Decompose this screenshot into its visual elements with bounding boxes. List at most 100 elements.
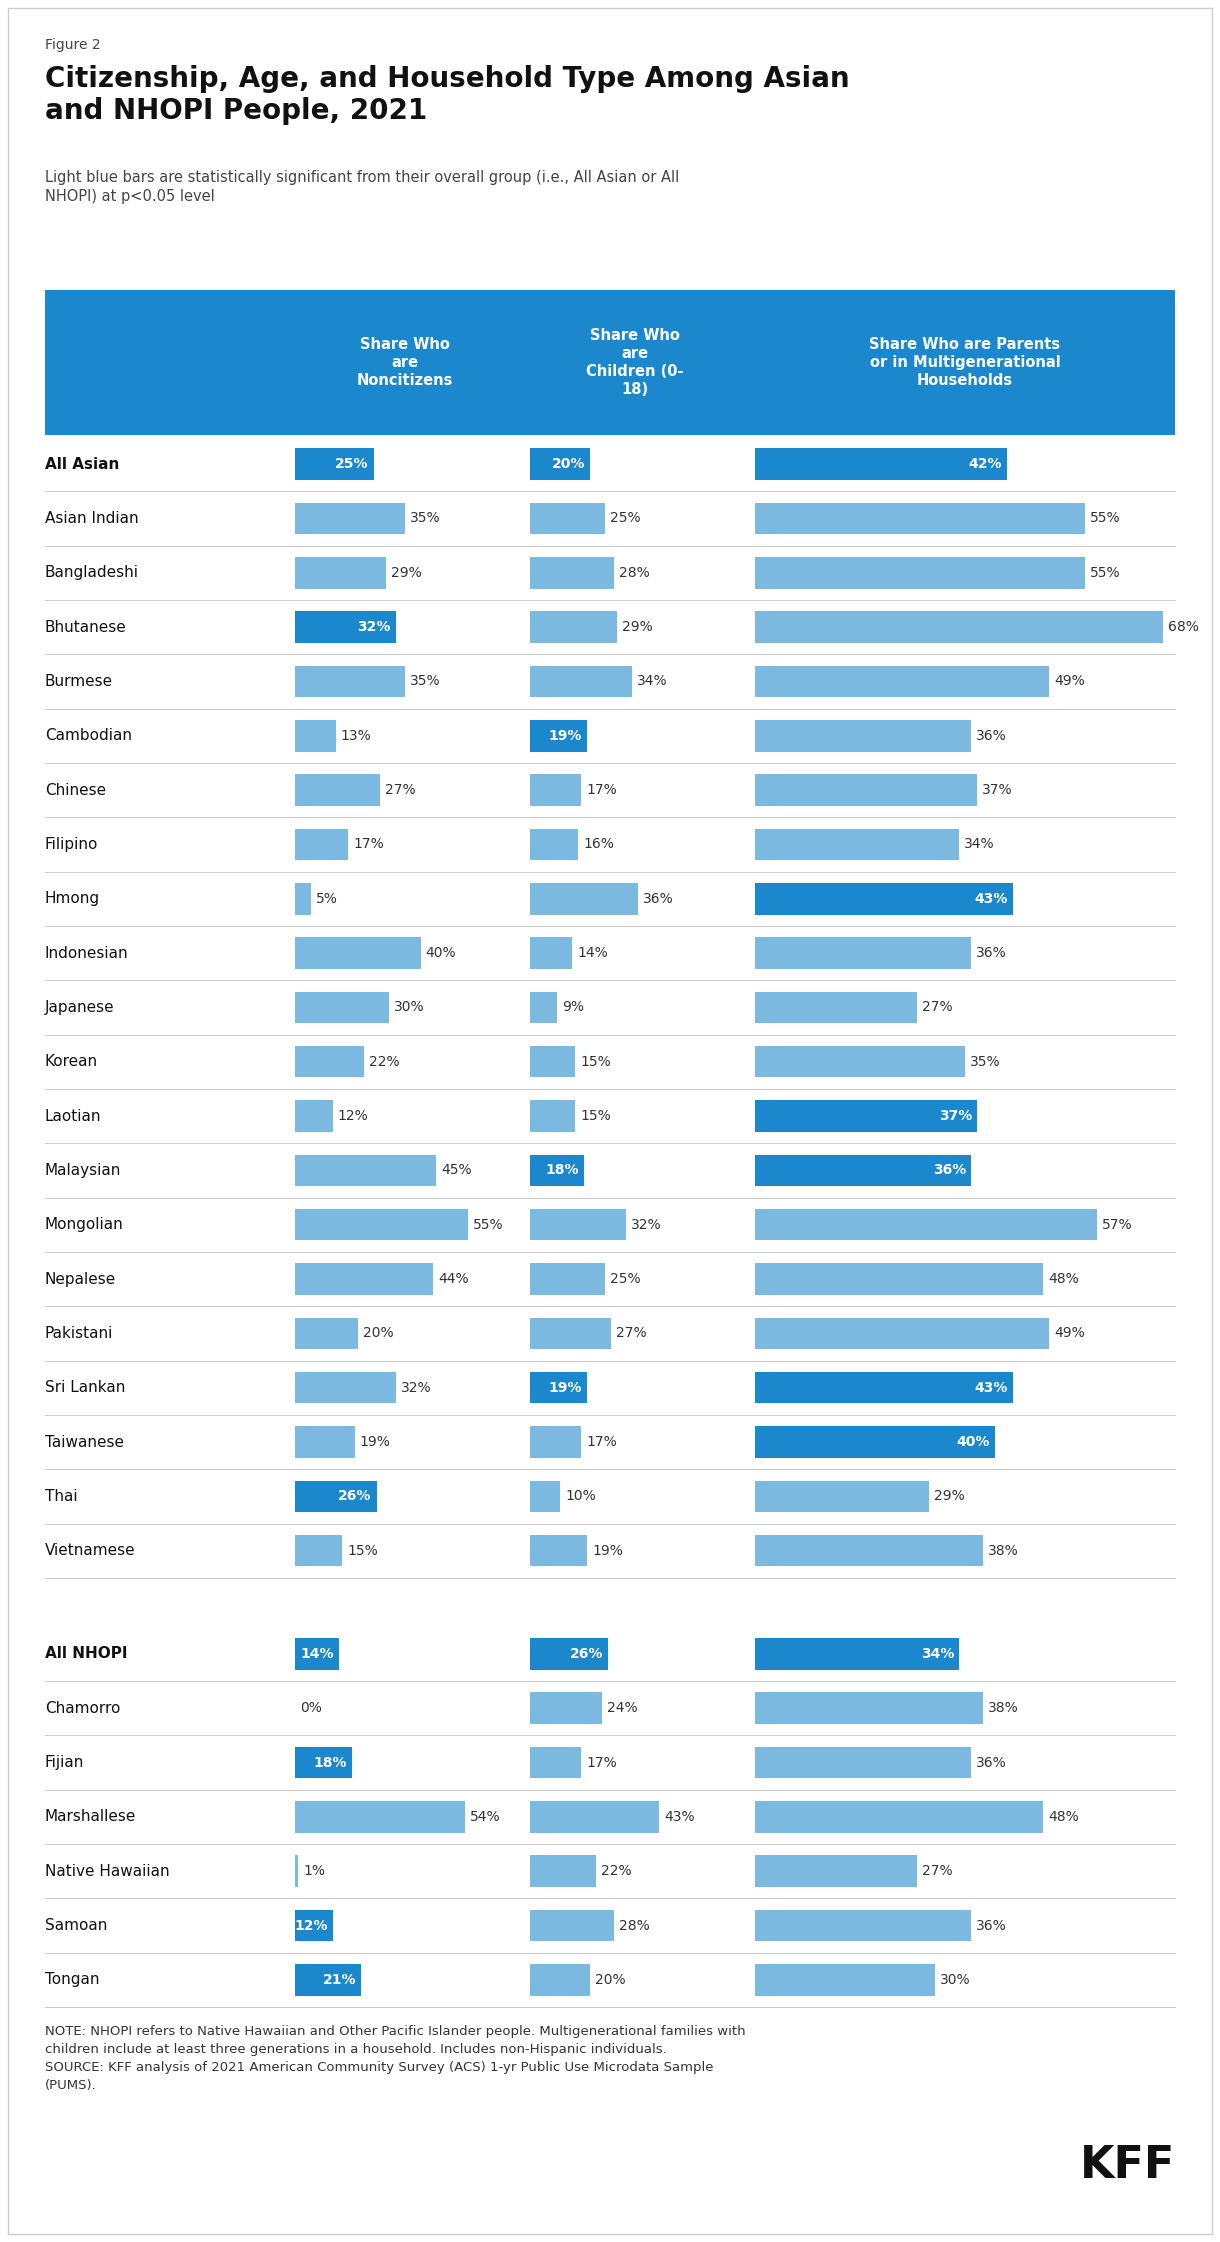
Bar — [45, 1361, 1175, 1415]
Bar — [295, 830, 349, 861]
Bar — [295, 1639, 339, 1670]
Text: 32%: 32% — [400, 1381, 431, 1395]
Text: 30%: 30% — [394, 1000, 425, 1013]
Text: Bangladeshi: Bangladeshi — [45, 565, 139, 581]
Bar — [755, 448, 1006, 480]
Bar — [755, 1426, 996, 1457]
Bar — [295, 1318, 357, 1350]
Bar — [529, 1910, 614, 1942]
Text: 13%: 13% — [340, 729, 372, 742]
Text: Nepalese: Nepalese — [45, 1271, 116, 1287]
Bar — [755, 1047, 965, 1078]
Bar — [755, 1480, 928, 1511]
Text: 9%: 9% — [562, 1000, 584, 1013]
Text: Light blue bars are statistically significant from their overall group (i.e., Al: Light blue bars are statistically signif… — [45, 170, 680, 204]
Bar — [755, 502, 1085, 534]
Bar — [45, 1197, 1175, 1251]
Text: Pakistani: Pakistani — [45, 1325, 113, 1341]
Text: Native Hawaiian: Native Hawaiian — [45, 1863, 170, 1879]
Text: 27%: 27% — [922, 1000, 953, 1013]
Text: 54%: 54% — [470, 1809, 500, 1823]
Text: 15%: 15% — [580, 1110, 611, 1123]
Bar — [295, 556, 387, 590]
Text: 29%: 29% — [935, 1489, 965, 1504]
Bar — [529, 1372, 587, 1403]
Bar — [755, 1155, 971, 1186]
Text: 35%: 35% — [970, 1054, 1000, 1069]
Bar — [529, 666, 632, 697]
Text: 36%: 36% — [643, 892, 673, 906]
Text: 48%: 48% — [1048, 1271, 1078, 1287]
Text: 19%: 19% — [360, 1435, 390, 1448]
Text: Indonesian: Indonesian — [45, 946, 128, 960]
Bar — [295, 1747, 351, 1778]
Text: 28%: 28% — [619, 565, 650, 581]
Text: Bhutanese: Bhutanese — [45, 619, 127, 634]
Bar — [45, 1735, 1175, 1789]
Text: Laotian: Laotian — [45, 1108, 101, 1123]
Text: 16%: 16% — [583, 839, 614, 852]
Text: 55%: 55% — [1089, 511, 1121, 525]
Bar — [295, 1208, 467, 1240]
Bar — [45, 1899, 1175, 1953]
Bar — [755, 1101, 977, 1132]
Text: 5%: 5% — [316, 892, 338, 906]
Bar — [295, 502, 405, 534]
Text: 17%: 17% — [354, 839, 384, 852]
Bar — [529, 1639, 608, 1670]
Bar — [295, 1480, 377, 1511]
Bar — [295, 448, 373, 480]
Text: 25%: 25% — [336, 457, 368, 471]
Text: 21%: 21% — [322, 1973, 356, 1986]
Bar — [529, 1536, 587, 1567]
Text: 36%: 36% — [976, 1919, 1006, 1933]
Text: 34%: 34% — [921, 1648, 954, 1661]
Text: Share Who are Parents
or in Multigenerational
Households: Share Who are Parents or in Multigenerat… — [870, 336, 1060, 388]
Text: 36%: 36% — [976, 946, 1006, 960]
Text: 27%: 27% — [616, 1327, 647, 1341]
Text: 20%: 20% — [551, 457, 586, 471]
Text: 12%: 12% — [294, 1919, 328, 1933]
Text: Hmong: Hmong — [45, 892, 100, 906]
Bar — [45, 545, 1175, 601]
Text: 68%: 68% — [1168, 621, 1199, 634]
Text: 36%: 36% — [933, 1164, 966, 1177]
Text: 15%: 15% — [580, 1054, 611, 1069]
Text: 49%: 49% — [1054, 1327, 1085, 1341]
Bar — [45, 1843, 1175, 1899]
Text: 57%: 57% — [1102, 1217, 1132, 1231]
Text: Mongolian: Mongolian — [45, 1217, 123, 1233]
Bar — [295, 1101, 333, 1132]
Bar — [529, 1747, 581, 1778]
Bar — [45, 708, 1175, 762]
Text: Cambodian: Cambodian — [45, 729, 132, 744]
Bar — [295, 1964, 361, 1995]
Text: Asian Indian: Asian Indian — [45, 511, 139, 527]
Text: 20%: 20% — [595, 1973, 626, 1986]
Bar — [295, 1426, 355, 1457]
Bar — [529, 1856, 597, 1888]
Bar — [529, 556, 614, 590]
Text: 35%: 35% — [410, 511, 440, 525]
Text: 42%: 42% — [969, 457, 1002, 471]
Text: 45%: 45% — [442, 1164, 472, 1177]
Text: Fijian: Fijian — [45, 1755, 84, 1769]
Bar — [755, 773, 977, 805]
Bar — [529, 502, 605, 534]
Text: All Asian: All Asian — [45, 457, 120, 471]
Bar — [45, 980, 1175, 1034]
Text: 1%: 1% — [303, 1863, 326, 1879]
Text: 48%: 48% — [1048, 1809, 1078, 1823]
Bar — [529, 1693, 601, 1724]
Bar — [755, 1800, 1043, 1832]
Bar — [295, 883, 311, 915]
Bar — [529, 612, 617, 643]
Text: 12%: 12% — [338, 1110, 368, 1123]
Text: 15%: 15% — [348, 1545, 378, 1558]
Bar — [529, 1101, 575, 1132]
Text: 19%: 19% — [549, 1381, 582, 1395]
Text: All NHOPI: All NHOPI — [45, 1646, 128, 1661]
Bar — [45, 1034, 1175, 1090]
Text: 17%: 17% — [586, 1755, 617, 1769]
Text: KFF: KFF — [1080, 2143, 1175, 2186]
